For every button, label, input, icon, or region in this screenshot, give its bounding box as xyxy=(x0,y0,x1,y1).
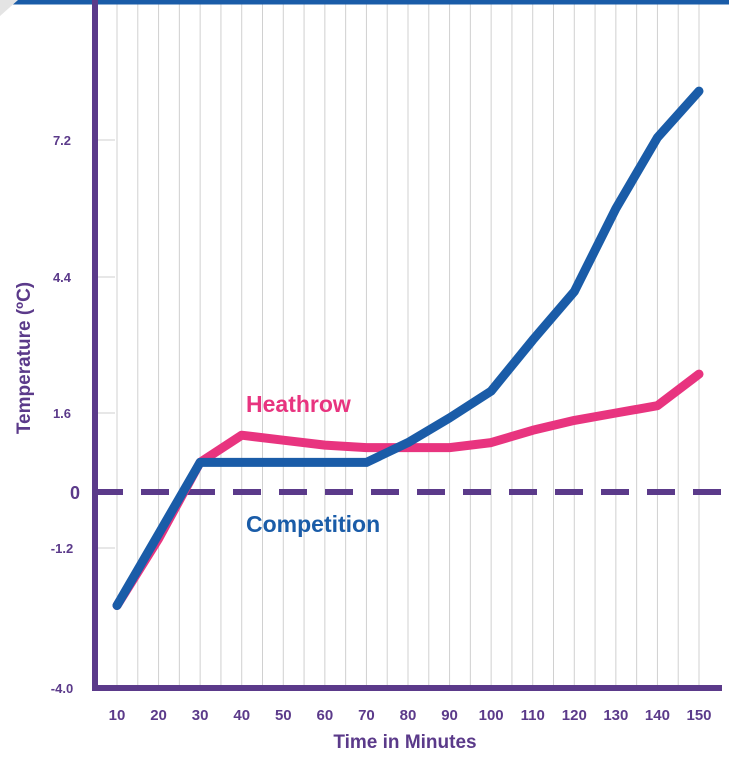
series-label-heathrow: Heathrow xyxy=(246,391,351,417)
series-label-competition: Competition xyxy=(246,511,380,537)
x-tick-label: 140 xyxy=(645,707,670,724)
x-tick-label: 90 xyxy=(441,707,458,724)
y-tick-label: 0 xyxy=(70,483,80,503)
y-tick-label: 4.4 xyxy=(53,270,72,285)
corner-decoration xyxy=(0,0,18,16)
x-tick-label: 30 xyxy=(192,707,209,724)
series-line-heathrow xyxy=(112,369,704,610)
x-tick-label: 100 xyxy=(479,707,504,724)
x-tick-label: 50 xyxy=(275,707,292,724)
y-axis-title: Temperature (ºC) xyxy=(14,282,35,434)
x-tick-label: 120 xyxy=(562,707,587,724)
label-layer: -4.0 -1.2 0 1.6 4.4 7.2 10 20 30 40 50 60 70 80 90 100 1… xyxy=(51,133,712,724)
axis-layer xyxy=(0,0,729,691)
series-layer xyxy=(112,86,704,610)
x-tick-label: 150 xyxy=(686,707,711,724)
x-tick-label: 20 xyxy=(150,707,167,724)
y-tick-label: -1.2 xyxy=(51,541,73,556)
x-tick-label: 130 xyxy=(603,707,628,724)
y-tick-label: -4.0 xyxy=(51,681,73,696)
x-tick-label: 80 xyxy=(400,707,417,724)
x-tick-label: 40 xyxy=(233,707,250,724)
grid-layer xyxy=(95,0,700,689)
x-tick-label: 10 xyxy=(109,707,126,724)
x-tick-label: 60 xyxy=(317,707,334,724)
x-tick-label: 70 xyxy=(358,707,375,724)
series-line-competition xyxy=(112,86,704,610)
y-tick-label: 7.2 xyxy=(53,133,71,148)
x-tick-label: 110 xyxy=(521,707,545,724)
y-tick-label: 1.6 xyxy=(53,406,71,421)
x-axis-title: Time in Minutes xyxy=(333,732,476,753)
